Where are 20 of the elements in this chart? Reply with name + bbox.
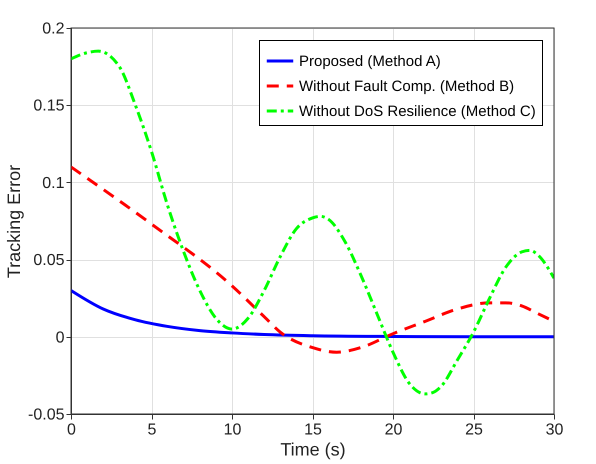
y-tick-label: 0.1 — [42, 174, 65, 192]
line-series — [71, 288, 554, 338]
x-axis-title: Time (s) — [280, 440, 346, 460]
line-series — [71, 50, 554, 396]
y-tick-label: 0 — [56, 329, 65, 346]
x-tick-label: 0 — [67, 422, 76, 438]
x-tick-label: 30 — [546, 422, 564, 438]
x-tick-label: 15 — [304, 422, 322, 438]
y-tick-label: 0.15 — [33, 98, 65, 115]
y-axis-title: Tracking Error — [4, 164, 24, 278]
x-tick-label: 10 — [224, 422, 242, 438]
legend-label: Without DoS Resilience (Method C) — [299, 103, 536, 120]
y-tick-label: -0.05 — [28, 406, 65, 424]
y-tick-label: 0.2 — [42, 20, 65, 38]
x-tick-label: 25 — [465, 422, 483, 438]
legend-label: Without Fault Comp. (Method B) — [299, 78, 514, 95]
x-tick-label: 20 — [384, 422, 402, 438]
x-tick-label: 5 — [148, 422, 157, 438]
y-tick-label: 0.05 — [33, 252, 65, 270]
legend-label: Proposed (Method A) — [299, 53, 441, 70]
